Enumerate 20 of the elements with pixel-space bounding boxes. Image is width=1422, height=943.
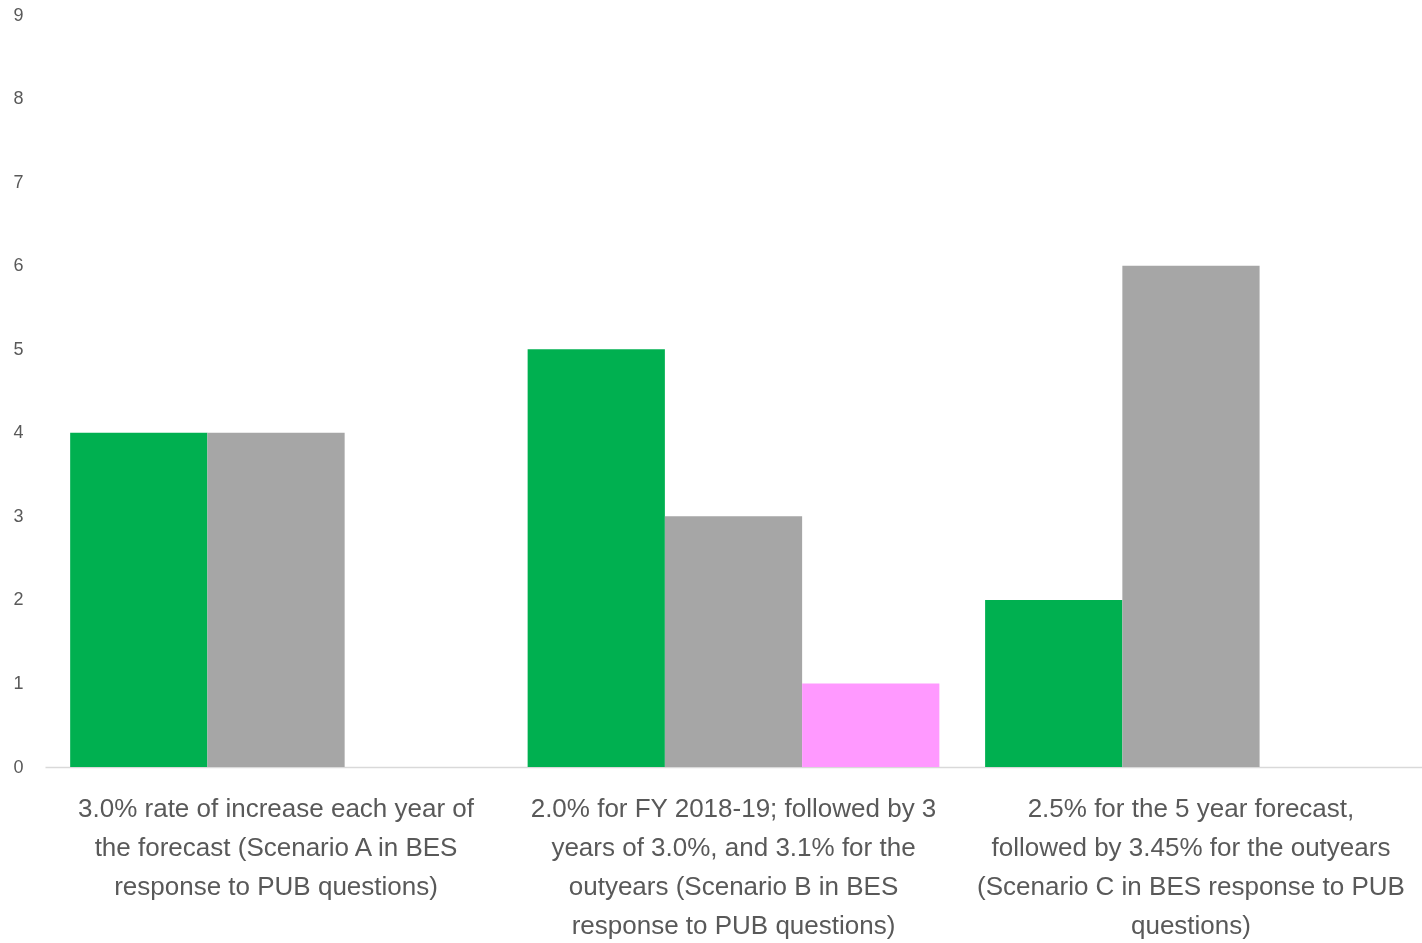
y-tick-label: 2	[13, 589, 24, 610]
x-tick-label: 2.5% for the 5 year forecast, followed by 3.45% for the outyears (Scenario C in BES response to PUB questions)	[977, 792, 1405, 940]
y-tick-label: 8	[13, 88, 24, 109]
y-tick-label: 6	[13, 255, 24, 276]
x-tick-label: 2.0% for FY 2018-19; followed by 3 years of 3.0%, and 3.1% for the outyears (Scenario B in BES response to PUB questions)	[530, 792, 937, 940]
bar	[985, 599, 1123, 767]
y-tick-label: 7	[13, 171, 24, 192]
bar	[802, 683, 940, 767]
bar	[527, 349, 665, 767]
bar	[207, 432, 345, 767]
y-tick-label: 9	[13, 4, 24, 25]
bar	[70, 432, 208, 767]
y-tick-label: 0	[13, 756, 24, 777]
y-tick-label: 1	[13, 672, 24, 693]
x-tick-label: 3.0% rate of increase each year of the forecast (Scenario A in BES response to PUB questions)	[78, 792, 475, 901]
y-tick-label: 5	[13, 338, 24, 359]
bar	[1122, 265, 1260, 767]
bar	[664, 516, 803, 767]
y-tick-label: 4	[13, 422, 24, 443]
y-tick-label: 3	[13, 505, 24, 526]
